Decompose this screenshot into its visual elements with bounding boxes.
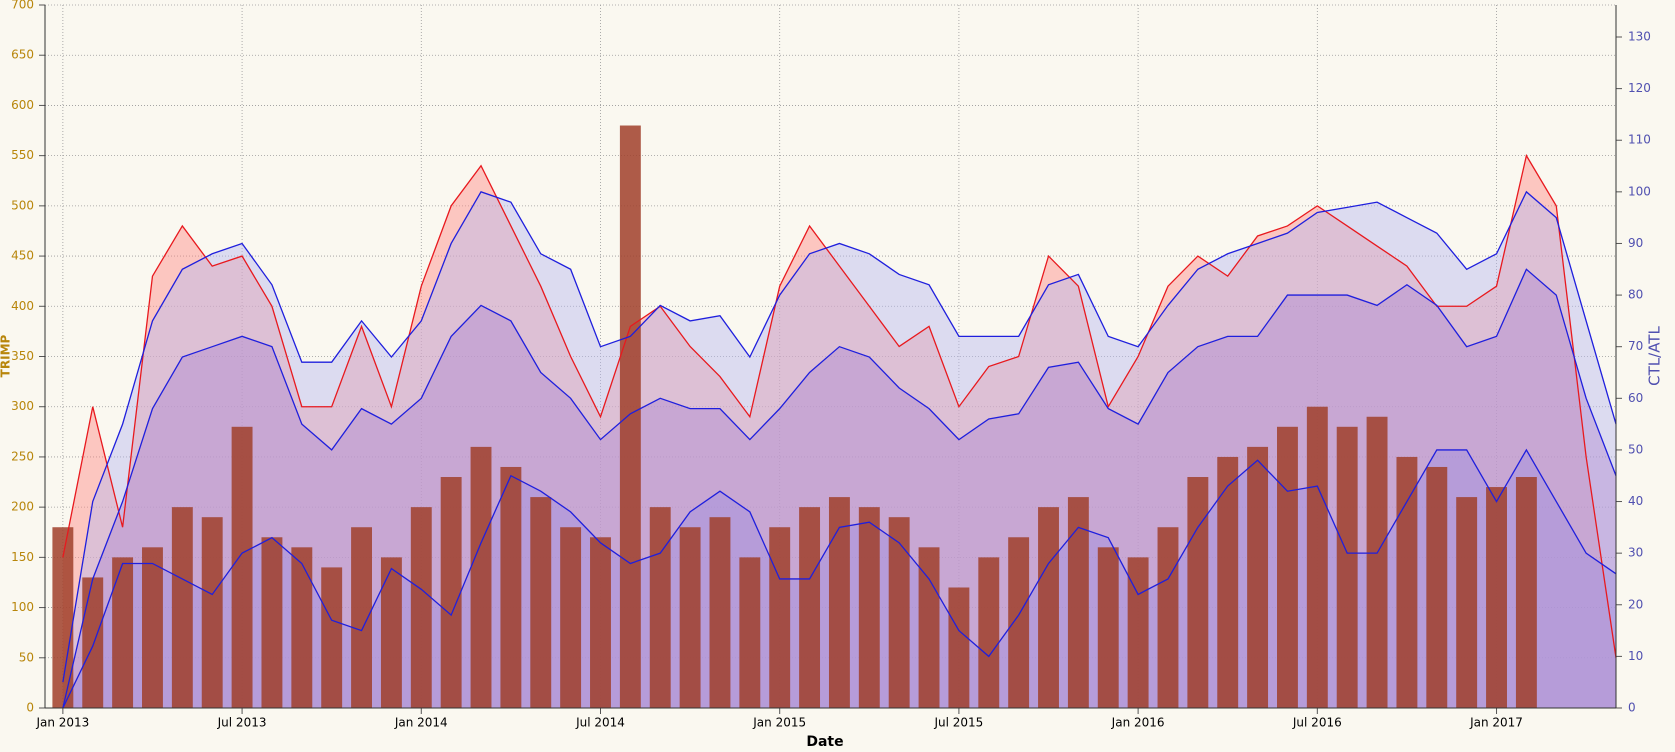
x-tick-label: Jan 2017 — [1469, 716, 1523, 730]
bar — [500, 466, 522, 708]
bar — [261, 537, 283, 708]
y-tick-label: 650 — [11, 48, 34, 62]
bar — [1008, 537, 1030, 708]
y-tick-label: 0 — [26, 701, 34, 715]
bar — [231, 426, 253, 708]
bar — [1157, 527, 1179, 708]
bar — [858, 507, 880, 708]
y-tick-label: 350 — [11, 349, 34, 363]
y2-tick-label: 100 — [1628, 184, 1651, 198]
bar — [1067, 497, 1089, 708]
bar — [82, 577, 104, 708]
bar — [948, 587, 970, 708]
line — [62, 268, 1617, 709]
bar — [978, 557, 1000, 708]
x-tick-label: Jan 2013 — [35, 716, 89, 730]
x-tick-label: Jul 2015 — [933, 716, 983, 730]
bar — [1486, 487, 1507, 708]
x-tick-label: Jan 2016 — [1111, 716, 1165, 730]
y-axis-title: TRIMP — [0, 334, 13, 377]
bar — [291, 547, 313, 708]
bar — [321, 567, 343, 708]
bar — [918, 547, 940, 708]
bar — [888, 517, 910, 708]
y2-tick-label: 50 — [1628, 442, 1643, 456]
bar — [1097, 547, 1119, 708]
bar — [799, 507, 821, 708]
bar — [1426, 466, 1448, 708]
bar — [709, 517, 731, 708]
bar — [1187, 477, 1209, 708]
bar — [380, 557, 402, 708]
y2-tick-label: 40 — [1628, 494, 1643, 508]
y2-tick-label: 30 — [1628, 546, 1643, 560]
bar — [171, 507, 193, 708]
bar — [1276, 426, 1298, 708]
y2-tick-label: 0 — [1628, 701, 1636, 715]
y2-tick-label: 10 — [1628, 649, 1643, 663]
y2-tick-label: 120 — [1628, 81, 1651, 95]
bar — [1217, 456, 1239, 708]
bar — [679, 527, 701, 708]
y2-tick-label: 130 — [1628, 30, 1651, 44]
bar — [52, 527, 74, 708]
y2-tick-label: 90 — [1628, 236, 1643, 250]
line — [62, 153, 1617, 658]
y2-tick-label: 20 — [1628, 597, 1643, 611]
y-tick-label: 700 — [11, 0, 34, 12]
bar — [1396, 456, 1418, 708]
bar — [1306, 406, 1328, 708]
x-tick-label: Jan 2014 — [394, 716, 448, 730]
bar — [590, 537, 611, 708]
y-tick-label: 500 — [11, 198, 34, 212]
bar — [649, 507, 671, 708]
bar — [1127, 557, 1149, 708]
x-tick-label: Jan 2015 — [752, 716, 806, 730]
line — [62, 190, 1617, 683]
bar — [470, 446, 492, 708]
y-tick-label: 400 — [11, 299, 34, 313]
y-tick-label: 150 — [11, 550, 34, 564]
bar — [1336, 426, 1358, 708]
bar — [440, 477, 462, 708]
bar — [739, 557, 761, 708]
bar — [1456, 497, 1478, 708]
y2-tick-label: 80 — [1628, 288, 1643, 302]
bar — [1515, 477, 1537, 708]
y-tick-label: 450 — [11, 249, 34, 263]
y-tick-label: 200 — [11, 500, 34, 514]
y-tick-label: 250 — [11, 449, 34, 463]
bar — [201, 517, 223, 708]
x-tick-label: Jul 2014 — [575, 716, 625, 730]
y-tick-label: 550 — [11, 148, 34, 162]
line — [62, 448, 1617, 709]
bar — [351, 527, 373, 708]
y2-tick-label: 60 — [1628, 391, 1643, 405]
bar — [1038, 507, 1059, 708]
x-axis-title: Date — [806, 734, 843, 750]
bar — [142, 547, 163, 708]
bar — [619, 125, 641, 708]
bar — [828, 497, 850, 708]
bar — [112, 557, 134, 708]
x-tick-label: Jul 2016 — [1292, 716, 1342, 730]
y-tick-label: 300 — [11, 399, 34, 413]
y-tick-label: 600 — [11, 98, 34, 112]
bar — [530, 497, 552, 708]
x-tick-label: Jul 2013 — [217, 716, 267, 730]
y2-tick-label: 110 — [1628, 133, 1651, 147]
bar — [1366, 416, 1388, 708]
bar — [1247, 446, 1269, 708]
y2-axis-title: CTL/ATL — [1646, 326, 1664, 386]
bar — [410, 507, 432, 708]
bar — [769, 527, 791, 708]
y-tick-label: 100 — [11, 600, 34, 614]
y-tick-label: 50 — [19, 650, 34, 664]
y2-tick-label: 70 — [1628, 339, 1643, 353]
bar — [560, 527, 582, 708]
